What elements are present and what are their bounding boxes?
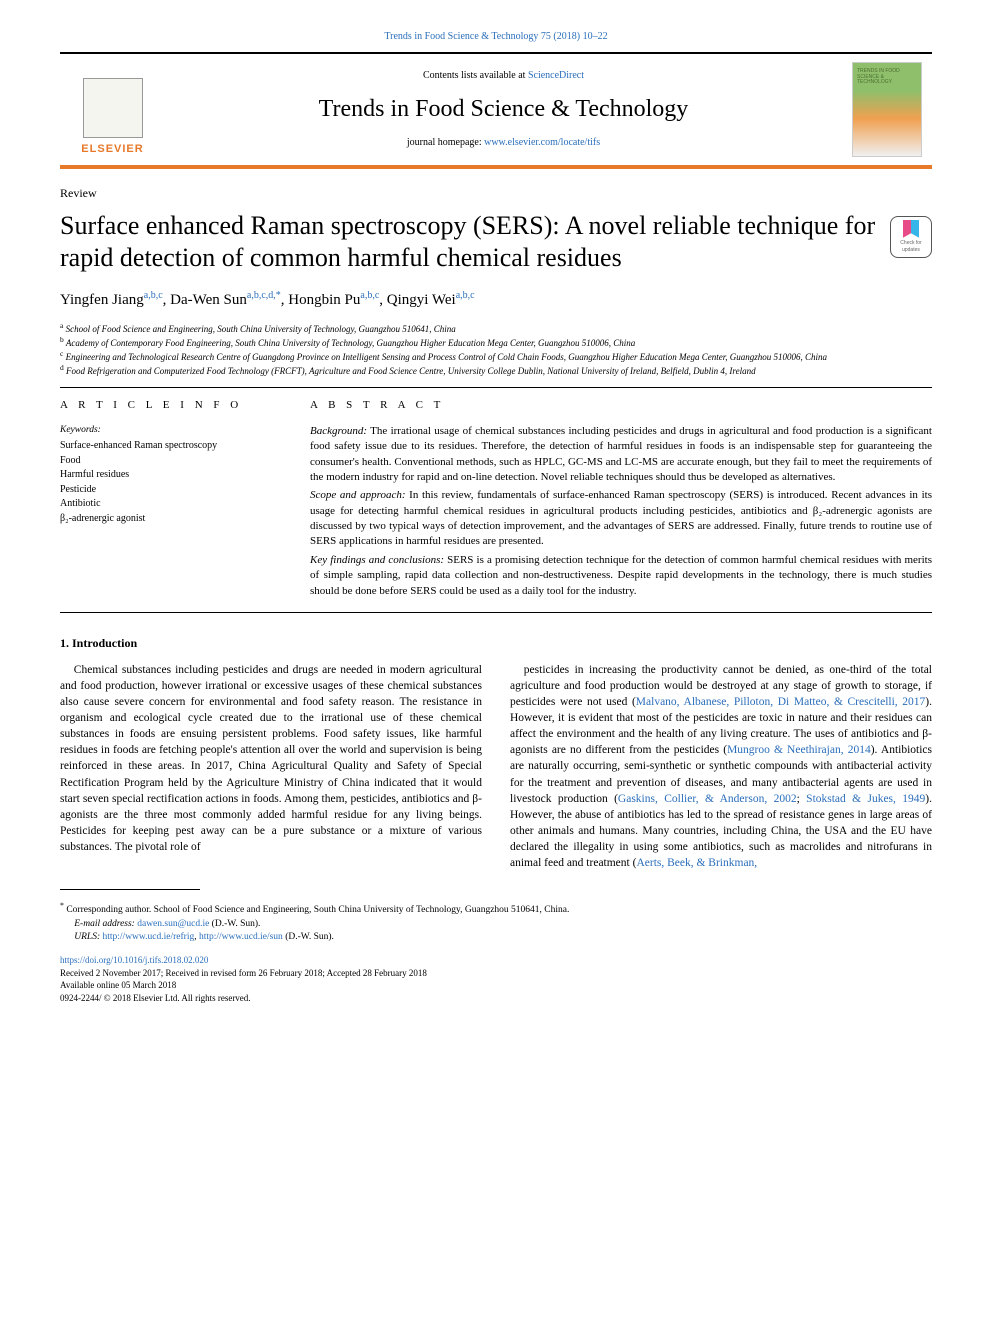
keyword-item: Pesticide (60, 483, 280, 498)
article-title: Surface enhanced Raman spectroscopy (SER… (60, 210, 876, 275)
contents-prefix: Contents lists available at (423, 70, 528, 81)
sciencedirect-link[interactable]: ScienceDirect (528, 70, 584, 81)
section-intro-title: 1. Introduction (60, 635, 932, 652)
affiliation-line: a School of Food Science and Engineering… (60, 321, 932, 335)
doi-block: https://doi.org/10.1016/j.tifs.2018.02.0… (60, 954, 932, 1004)
keyword-item: Harmful residues (60, 468, 280, 483)
journal-cover-title: TRENDS IN FOOD SCIENCE & TECHNOLOGY (857, 69, 917, 86)
article-info-column: A R T I C L E I N F O Keywords: Surface-… (60, 398, 280, 602)
article-info-header: A R T I C L E I N F O (60, 398, 280, 413)
author-url-1[interactable]: http://www.ucd.ie/refrig (103, 932, 195, 942)
abstract-paragraph: Key findings and conclusions: SERS is a … (310, 553, 932, 599)
affiliation-line: c Engineering and Technological Research… (60, 349, 932, 363)
author-list: Yingfen Jianga,b,c, Da-Wen Suna,b,c,d,*,… (60, 289, 932, 311)
journal-homepage-line: journal homepage: www.elsevier.com/locat… (155, 136, 852, 150)
author-email-link[interactable]: dawen.sun@ucd.ie (137, 919, 209, 929)
keyword-item: Antibiotic (60, 497, 280, 512)
check-for-updates-badge[interactable]: Check forupdates (890, 216, 932, 258)
keyword-item: Surface-enhanced Raman spectroscopy (60, 439, 280, 454)
divider (60, 387, 932, 388)
contents-available-line: Contents lists available at ScienceDirec… (155, 69, 852, 83)
keywords-list: Surface-enhanced Raman spectroscopyFoodH… (60, 439, 280, 526)
intro-paragraph-col1: Chemical substances including pesticides… (60, 662, 482, 855)
check-updates-text: Check forupdates (900, 240, 921, 254)
divider (60, 612, 932, 613)
page-header-citation: Trends in Food Science & Technology 75 (… (60, 30, 932, 44)
journal-name: Trends in Food Science & Technology (155, 93, 852, 127)
bookmark-icon (903, 220, 919, 238)
email-line: E-mail address: dawen.sun@ucd.ie (D.-W. … (60, 918, 932, 931)
journal-home-link[interactable]: www.elsevier.com/locate/tifs (484, 137, 600, 148)
journal-home-prefix: journal homepage: (407, 137, 484, 148)
journal-header-center: Contents lists available at ScienceDirec… (155, 62, 852, 157)
author-url-2[interactable]: http://www.ucd.ie/sun (199, 932, 283, 942)
copyright-line: 0924-2244/ © 2018 Elsevier Ltd. All righ… (60, 992, 932, 1005)
intro-paragraph-col2: pesticides in increasing the productivit… (510, 662, 932, 871)
elsevier-tree-icon (83, 78, 143, 138)
corresponding-author: * Corresponding author. School of Food S… (60, 900, 932, 917)
journal-header: ELSEVIER Contents lists available at Sci… (60, 52, 932, 169)
affiliations: a School of Food Science and Engineering… (60, 321, 932, 378)
abstract-paragraph: Background: The irrational usage of chem… (310, 424, 932, 486)
doi-link[interactable]: https://doi.org/10.1016/j.tifs.2018.02.0… (60, 955, 208, 965)
affiliation-line: d Food Refrigeration and Computerized Fo… (60, 363, 932, 377)
affiliation-line: b Academy of Contemporary Food Engineeri… (60, 335, 932, 349)
elsevier-brand-text: ELSEVIER (81, 142, 143, 157)
abstract-paragraph: Scope and approach: In this review, fund… (310, 488, 932, 550)
body-text: Chemical substances including pesticides… (60, 662, 932, 871)
urls-line: URLS: http://www.ucd.ie/refrig, http://w… (60, 931, 932, 944)
footnotes: * Corresponding author. School of Food S… (60, 900, 932, 944)
available-online: Available online 05 March 2018 (60, 979, 932, 992)
abstract-header: A B S T R A C T (310, 398, 932, 413)
keywords-label: Keywords: (60, 424, 280, 437)
journal-cover-thumb: TRENDS IN FOOD SCIENCE & TECHNOLOGY (852, 62, 922, 157)
abstract-column: A B S T R A C T Background: The irration… (310, 398, 932, 602)
elsevier-logo: ELSEVIER (70, 62, 155, 157)
keyword-item: Food (60, 454, 280, 469)
keyword-item: β₂-adrenergic agonist (60, 512, 280, 527)
footnote-divider (60, 889, 200, 890)
article-type: Review (60, 185, 932, 202)
article-dates: Received 2 November 2017; Received in re… (60, 967, 932, 980)
